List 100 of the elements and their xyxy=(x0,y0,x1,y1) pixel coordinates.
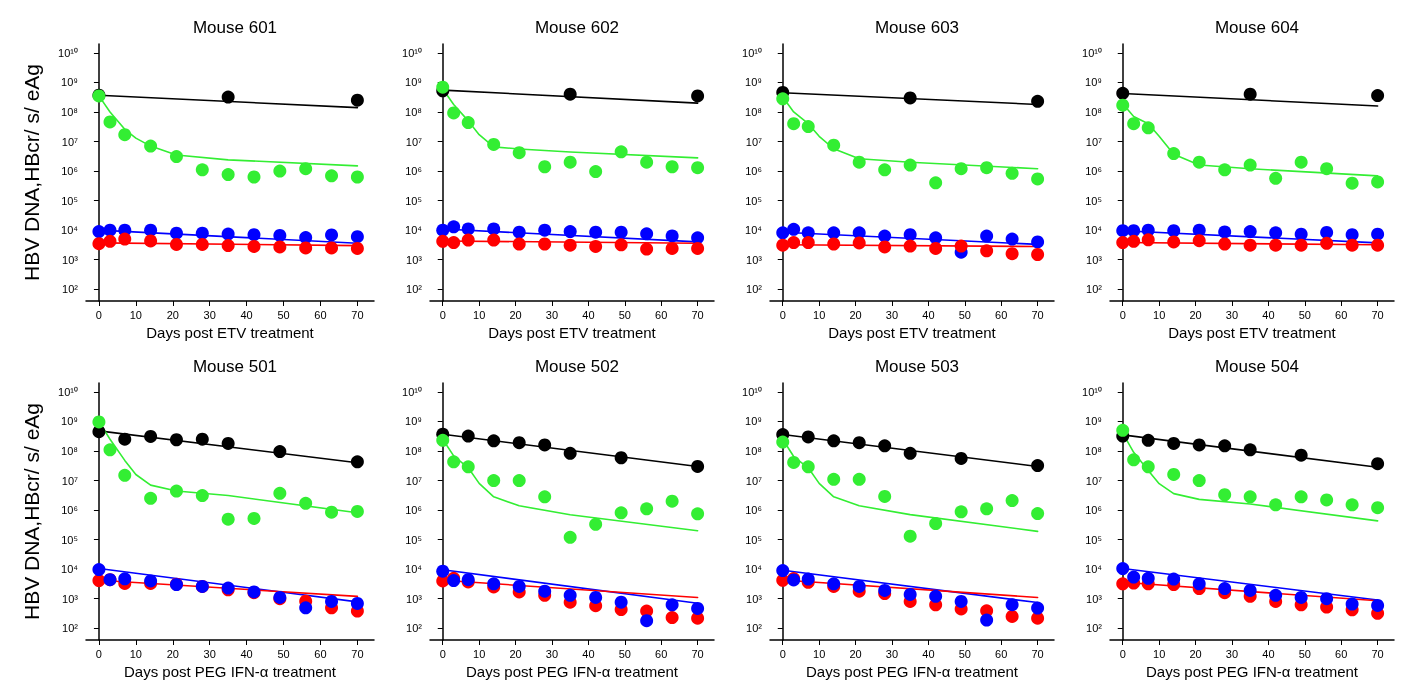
x-tick-label: 20 xyxy=(1189,647,1202,660)
y-tick-label: 10⁷ xyxy=(405,135,423,148)
y-tick-label: 10⁷ xyxy=(405,474,423,487)
x-tick-label: 20 xyxy=(1189,308,1202,321)
x-axis-title: Days post PEG IFN-α treatment xyxy=(1145,663,1359,680)
y-tick-label: 10⁸ xyxy=(61,444,78,457)
chart-title: Mouse 501 xyxy=(192,357,278,376)
x-tick-label: 40 xyxy=(922,308,935,321)
y-tick-label: 10⁸ xyxy=(745,105,762,118)
x-tick-label: 40 xyxy=(582,308,595,321)
y-tick-label: 10³ xyxy=(1086,253,1103,266)
x-tick-label: 40 xyxy=(1262,308,1275,321)
y-tick-label: 10⁸ xyxy=(1085,105,1102,118)
x-tick-label: 70 xyxy=(1031,647,1044,660)
x-tick-label: 60 xyxy=(995,308,1008,321)
y-tick-label: 10⁶ xyxy=(745,504,762,517)
y-tick-label: 10⁵ xyxy=(61,533,78,546)
x-axis-title: Days post ETV treatment xyxy=(1168,324,1337,341)
y-tick-label: 10⁶ xyxy=(61,504,78,517)
y-tick-label: 10⁹ xyxy=(1085,76,1102,89)
y-tick-label: 10⁴ xyxy=(745,224,763,237)
x-tick-label: 20 xyxy=(509,647,522,660)
x-tick-label: 50 xyxy=(1298,647,1311,660)
x-tick-label: 30 xyxy=(885,647,899,660)
x-tick-label: 40 xyxy=(1262,647,1275,660)
chart-title: Mouse 503 xyxy=(874,357,960,376)
chart-title: Mouse 601 xyxy=(192,18,278,37)
x-tick-label: 60 xyxy=(655,647,668,660)
y-tick-label: 10⁵ xyxy=(405,194,422,207)
x-tick-label: 50 xyxy=(958,647,971,660)
x-tick-label: 40 xyxy=(582,647,595,660)
chart-title: Mouse 604 xyxy=(1214,18,1300,37)
x-tick-label: 20 xyxy=(166,308,179,321)
chart-title: Mouse 603 xyxy=(874,18,960,37)
x-tick-label: 60 xyxy=(314,647,327,660)
y-tick-label: 10¹⁰ xyxy=(402,46,422,59)
x-tick-label: 50 xyxy=(958,308,971,321)
y-tick-label: 10⁹ xyxy=(405,76,422,89)
x-axis-title: Days post ETV treatment xyxy=(146,324,315,341)
x-tick-label: 0 xyxy=(439,647,446,660)
y-axis-title: HBV DNA,HBcr/ s/ eAg xyxy=(20,402,43,621)
y-tick-label: 10⁴ xyxy=(61,563,79,576)
y-tick-label: 10² xyxy=(62,622,79,635)
y-tick-label: 10⁵ xyxy=(1085,194,1102,207)
y-tick-label: 10⁵ xyxy=(1085,533,1102,546)
y-tick-label: 10³ xyxy=(746,592,763,605)
y-tick-label: 10⁷ xyxy=(1085,135,1103,148)
x-axis-title: Days post PEG IFN-α treatment xyxy=(805,663,1019,680)
x-tick-label: 0 xyxy=(95,308,102,321)
x-tick-label: 70 xyxy=(351,647,364,660)
y-axis-title: HBV DNA,HBcr/ s/ eAg xyxy=(20,63,43,282)
y-tick-label: 10⁶ xyxy=(405,504,422,517)
x-tick-label: 60 xyxy=(655,308,668,321)
x-tick-label: 10 xyxy=(1153,308,1166,321)
x-tick-label: 50 xyxy=(277,647,290,660)
y-tick-label: 10² xyxy=(62,283,79,296)
x-tick-label: 60 xyxy=(995,647,1008,660)
y-tick-label: 10⁶ xyxy=(405,165,422,178)
x-tick-label: 0 xyxy=(439,308,446,321)
x-tick-label: 30 xyxy=(203,308,216,321)
x-tick-label: 30 xyxy=(545,647,559,660)
x-tick-label: 70 xyxy=(1371,308,1384,321)
x-tick-label: 50 xyxy=(618,308,631,321)
y-tick-label: 10² xyxy=(406,283,423,296)
x-tick-label: 40 xyxy=(240,647,253,660)
x-tick-label: 50 xyxy=(1298,308,1311,321)
x-tick-label: 10 xyxy=(813,647,826,660)
x-tick-label: 30 xyxy=(885,308,899,321)
y-tick-label: 10¹⁰ xyxy=(1082,385,1102,398)
y-tick-label: 10⁹ xyxy=(745,415,762,428)
x-tick-label: 70 xyxy=(351,308,364,321)
y-tick-label: 10⁹ xyxy=(61,415,78,428)
y-tick-label: 10⁸ xyxy=(61,105,78,118)
x-tick-label: 60 xyxy=(1335,647,1348,660)
x-tick-label: 10 xyxy=(1153,647,1166,660)
y-tick-label: 10⁴ xyxy=(405,563,423,576)
y-tick-label: 10⁹ xyxy=(61,76,78,89)
y-tick-label: 10⁵ xyxy=(745,533,762,546)
x-axis-title: Days post ETV treatment xyxy=(828,324,997,341)
x-tick-label: 70 xyxy=(691,308,704,321)
y-tick-label: 10⁴ xyxy=(1085,224,1103,237)
y-tick-label: 10² xyxy=(1086,283,1103,296)
x-tick-label: 30 xyxy=(1225,647,1239,660)
chart-title: Mouse 502 xyxy=(534,357,620,376)
y-tick-label: 10² xyxy=(746,283,763,296)
x-tick-label: 10 xyxy=(129,647,142,660)
y-tick-label: 10² xyxy=(406,622,423,635)
x-tick-label: 50 xyxy=(618,647,631,660)
y-tick-label: 10⁶ xyxy=(1085,504,1102,517)
y-tick-label: 10⁴ xyxy=(405,224,423,237)
x-tick-label: 20 xyxy=(166,647,179,660)
y-tick-label: 10⁴ xyxy=(1085,563,1103,576)
y-tick-label: 10³ xyxy=(1086,592,1103,605)
x-tick-label: 10 xyxy=(473,308,486,321)
y-tick-label: 10⁴ xyxy=(61,224,79,237)
y-tick-label: 10⁷ xyxy=(61,135,79,148)
y-tick-label: 10⁵ xyxy=(745,194,762,207)
chart-title: Mouse 602 xyxy=(534,18,620,37)
y-tick-label: 10⁸ xyxy=(405,105,422,118)
x-tick-label: 0 xyxy=(1119,647,1126,660)
